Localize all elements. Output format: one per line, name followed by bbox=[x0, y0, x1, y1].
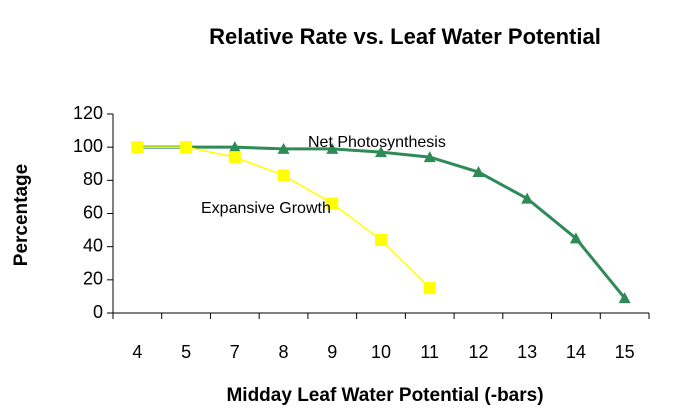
marker bbox=[228, 141, 241, 153]
x-tick-label: 13 bbox=[517, 342, 537, 362]
marker bbox=[375, 146, 387, 158]
marker bbox=[618, 292, 631, 304]
marker bbox=[326, 197, 339, 210]
marker bbox=[326, 142, 339, 154]
y-tick-label: 100 bbox=[73, 136, 103, 156]
marker bbox=[228, 151, 241, 164]
marker bbox=[423, 151, 436, 163]
y-tick-label: 60 bbox=[83, 202, 103, 222]
x-tick-label: 8 bbox=[279, 342, 289, 362]
marker bbox=[277, 142, 290, 154]
series-label: Expansive Growth bbox=[201, 200, 331, 217]
x-tick-label: 10 bbox=[371, 342, 391, 362]
x-tick-label: 9 bbox=[327, 342, 337, 362]
marker bbox=[569, 232, 582, 244]
x-tick-label: 12 bbox=[468, 342, 488, 362]
marker bbox=[423, 282, 436, 295]
series-line bbox=[137, 145, 626, 300]
marker bbox=[180, 141, 193, 154]
y-tick-label: 0 bbox=[93, 302, 103, 322]
x-tick-label: 15 bbox=[615, 342, 635, 362]
y-tick-label: 40 bbox=[83, 235, 103, 255]
x-axis-label: Midday Leaf Water Potential (-bars) bbox=[226, 385, 543, 406]
x-tick-label: 14 bbox=[566, 342, 586, 362]
y-tick-label: 20 bbox=[83, 269, 103, 289]
y-tick-label: 120 bbox=[73, 103, 103, 123]
x-tick-label: 4 bbox=[132, 342, 142, 362]
chart-title: Relative Rate vs. Leaf Water Potential bbox=[209, 24, 601, 49]
x-tick-label: 11 bbox=[420, 342, 439, 362]
marker bbox=[472, 166, 485, 178]
y-tick-label: 80 bbox=[83, 169, 103, 189]
marker bbox=[521, 192, 534, 204]
x-tick-label: 7 bbox=[230, 342, 240, 362]
y-axis-label: Percentage bbox=[11, 164, 32, 266]
marker bbox=[277, 169, 290, 182]
marker bbox=[131, 141, 144, 154]
series-line bbox=[137, 146, 431, 289]
series-label: Net Photosynthesis bbox=[308, 134, 446, 151]
x-tick-label: 5 bbox=[181, 342, 191, 362]
marker bbox=[375, 234, 387, 247]
